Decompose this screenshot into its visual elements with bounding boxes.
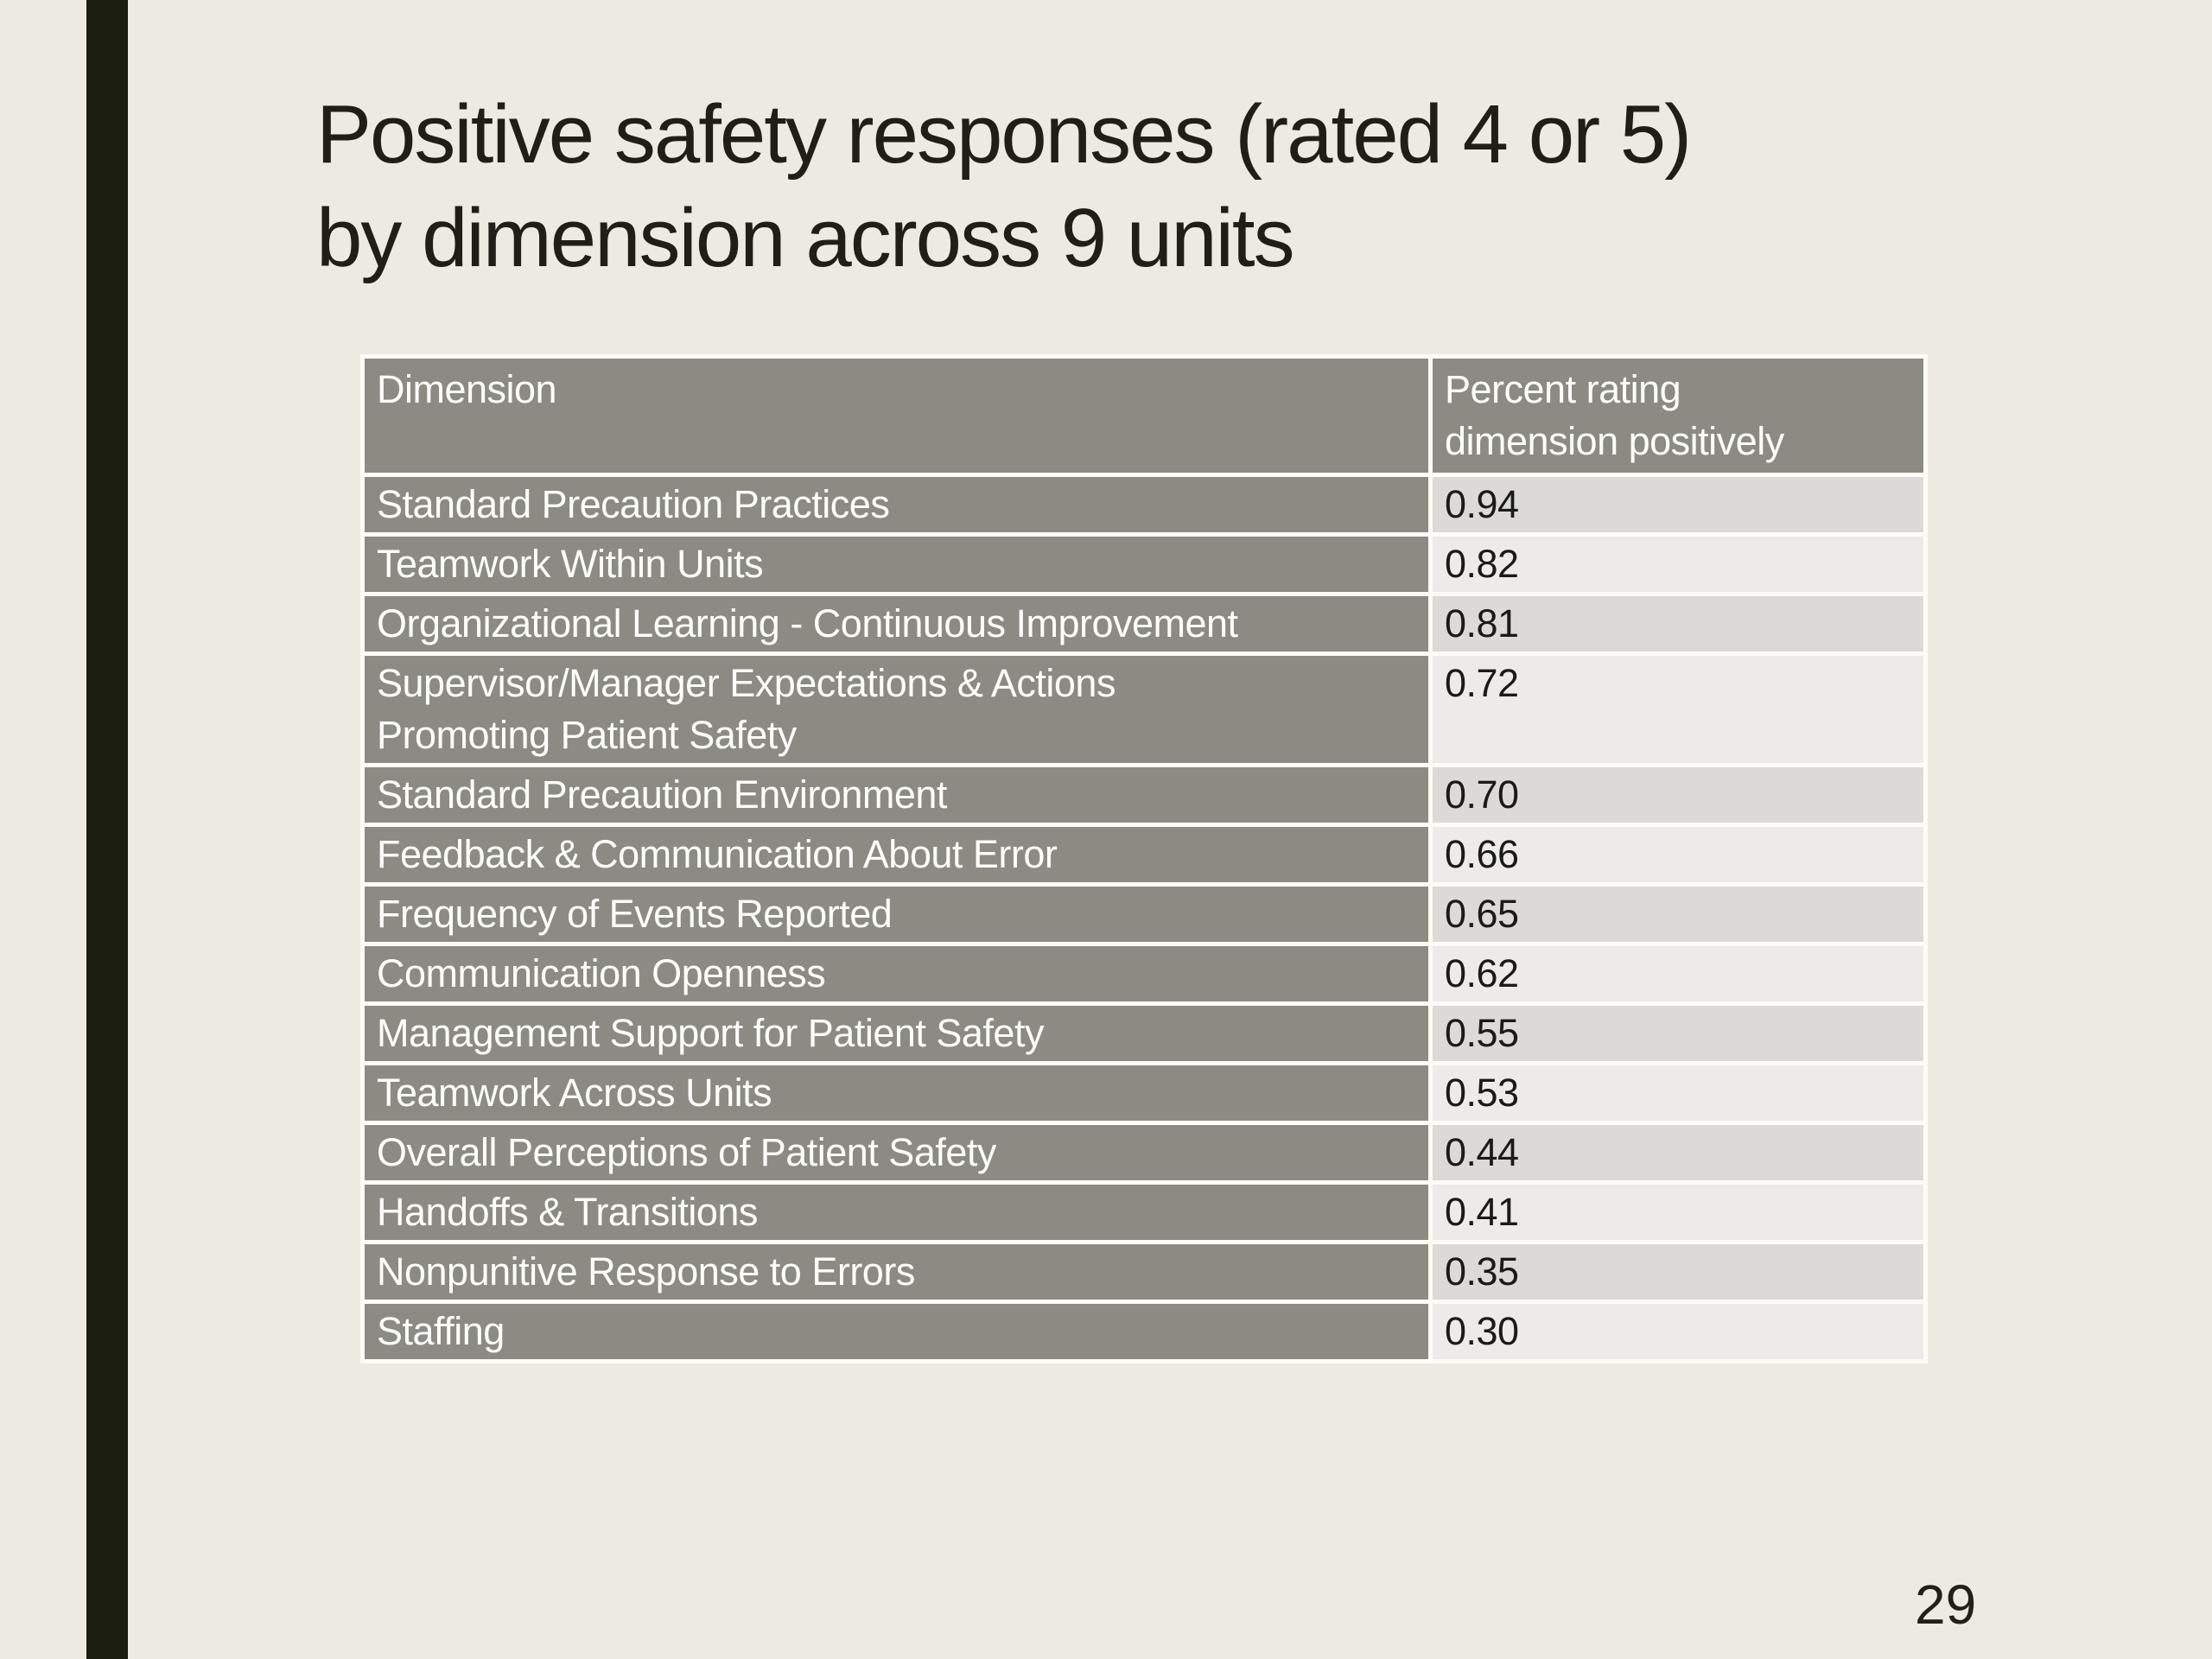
value-cell: 0.35 [1428, 1240, 1928, 1304]
value-cell: 0.62 [1428, 942, 1928, 1006]
value-cell: 0.44 [1428, 1121, 1928, 1185]
table-row: Handoffs & Transitions 0.41 [360, 1180, 1928, 1244]
dimension-cell: Frequency of Events Reported [360, 882, 1433, 946]
value-cell: 0.82 [1428, 532, 1928, 596]
dimension-cell: Overall Perceptions of Patient Safety [360, 1121, 1433, 1185]
table-row: Overall Perceptions of Patient Safety 0.… [360, 1121, 1928, 1185]
dimension-cell: Feedback & Communication About Error [360, 823, 1433, 887]
value-cell: 0.66 [1428, 823, 1928, 887]
value-cell: 0.53 [1428, 1061, 1928, 1125]
value-cell: 0.94 [1428, 473, 1928, 537]
slide-title: Positive safety responses (rated 4 or 5)… [316, 88, 1692, 284]
table-row: Standard Precaution Practices 0.94 [360, 473, 1928, 537]
table-row: Frequency of Events Reported 0.65 [360, 882, 1928, 946]
table-row: Feedback & Communication About Error 0.6… [360, 823, 1928, 887]
value-cell: 0.41 [1428, 1180, 1928, 1244]
table-row: Standard Precaution Environment 0.70 [360, 763, 1928, 827]
table-row: Staffing 0.30 [360, 1300, 1928, 1363]
value-cell: 0.72 [1428, 652, 1928, 767]
page-number: 29 [1915, 1573, 1977, 1636]
table-row: Organizational Learning - Continuous Imp… [360, 592, 1928, 656]
value-cell: 0.81 [1428, 592, 1928, 656]
table-row: Supervisor/Manager Expectations & Action… [360, 652, 1928, 767]
dimension-cell: Standard Precaution Practices [360, 473, 1433, 537]
dimension-cell: Handoffs & Transitions [360, 1180, 1433, 1244]
dimension-cell: Supervisor/Manager Expectations & Action… [360, 652, 1433, 767]
column-header-dimension: Dimension [360, 354, 1433, 477]
dimension-cell: Standard Precaution Environment [360, 763, 1433, 827]
column-header-percent-rating: Percent rating dimension positively [1428, 354, 1928, 477]
value-cell: 0.65 [1428, 882, 1928, 946]
dimension-cell: Management Support for Patient Safety [360, 1001, 1433, 1065]
left-accent-bar [86, 0, 128, 1659]
table-row: Communication Openness 0.62 [360, 942, 1928, 1006]
table-row: Nonpunitive Response to Errors 0.35 [360, 1240, 1928, 1304]
dimension-cell: Teamwork Across Units [360, 1061, 1433, 1125]
table-row: Management Support for Patient Safety 0.… [360, 1001, 1928, 1065]
value-cell: 0.70 [1428, 763, 1928, 827]
value-cell: 0.30 [1428, 1300, 1928, 1363]
dimension-cell: Communication Openness [360, 942, 1433, 1006]
value-cell: 0.55 [1428, 1001, 1928, 1065]
dimension-cell: Organizational Learning - Continuous Imp… [360, 592, 1433, 656]
dimension-cell: Nonpunitive Response to Errors [360, 1240, 1433, 1304]
dimension-cell: Staffing [360, 1300, 1433, 1363]
safety-dimensions-table: Dimension Percent rating dimension posit… [360, 354, 1928, 1363]
table-row: Teamwork Within Units 0.82 [360, 532, 1928, 596]
table-row: Teamwork Across Units 0.53 [360, 1061, 1928, 1125]
table-header-row: Dimension Percent rating dimension posit… [360, 354, 1928, 477]
dimension-cell: Teamwork Within Units [360, 532, 1433, 596]
